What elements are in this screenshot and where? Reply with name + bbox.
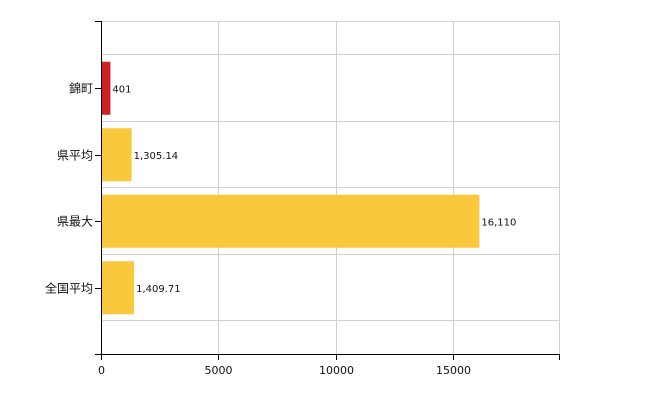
- x-tick-label: 15000: [436, 364, 471, 377]
- grid-lines: [101, 21, 560, 354]
- x-tick-label: 0: [98, 364, 105, 377]
- data-label: 1,409.71: [136, 284, 181, 295]
- axes: [95, 21, 560, 360]
- category-label: 全国平均: [45, 281, 93, 296]
- category-label: 県平均: [57, 149, 93, 163]
- x-tick-label: 5000: [205, 364, 233, 377]
- x-tick-label: 10000: [319, 364, 354, 377]
- bar: [101, 261, 135, 315]
- bar: [101, 194, 480, 248]
- bar: [101, 128, 132, 182]
- bars: [101, 61, 480, 315]
- category-label: 錦町: [69, 81, 93, 96]
- data-label: 1,305.14: [134, 151, 179, 162]
- bar: [101, 61, 111, 115]
- category-label: 県最大: [57, 215, 93, 229]
- data-label: 401: [112, 84, 131, 95]
- data-label: 16,110: [481, 217, 516, 228]
